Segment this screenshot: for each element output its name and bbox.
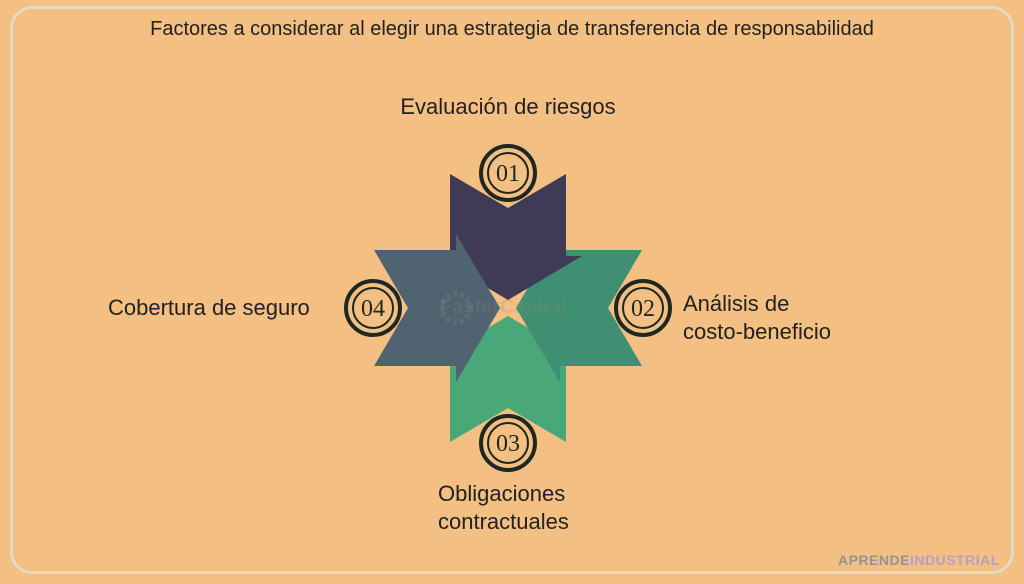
brand-logo: APRENDEINDUSTRIAL [838,552,1000,568]
brand-part2: INDUSTRIAL [910,552,1000,568]
badge-number-bottom: 03 [496,431,520,457]
page: Factores a considerar al elegir una estr… [0,0,1024,584]
badge-left: 04 [346,281,400,335]
label-right: Análisis decosto‑beneficio [683,290,903,345]
badge-bottom: 03 [481,416,535,470]
label-bottom: Obligacionescontractuales [438,480,698,535]
page-title: Factores a considerar al elegir una estr… [80,18,944,41]
badge-top: 01 [481,146,535,200]
watermark: FasterCapital [440,296,567,319]
badge-number-right: 02 [631,296,655,322]
label-left: Cobertura de seguro [108,294,338,322]
badge-number-top: 01 [496,161,520,187]
badge-number-left: 04 [361,296,385,322]
label-top: Evaluación de riesgos [378,93,638,121]
brand-part1: APRENDE [838,552,910,568]
badge-right: 02 [616,281,670,335]
